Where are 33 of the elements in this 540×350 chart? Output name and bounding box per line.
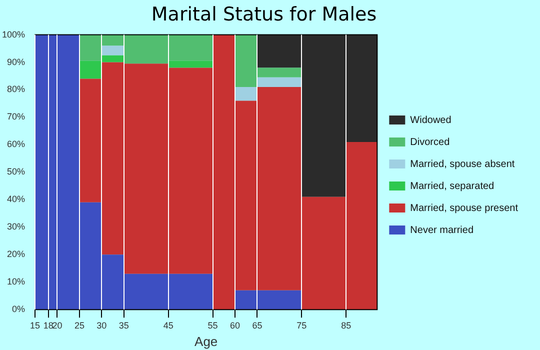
x-tick-label: 15	[30, 320, 40, 330]
legend-label: Married, spouse present	[410, 202, 518, 214]
legend-label: Divorced	[410, 136, 450, 148]
x-tick-label: 45	[163, 320, 174, 330]
y-tick-label: 40%	[7, 194, 26, 204]
y-tick-label: 80%	[7, 84, 26, 94]
x-tick-label: 18	[43, 320, 54, 330]
legend-label: Widowed	[410, 114, 452, 126]
y-tick-label: 10%	[7, 276, 26, 287]
legend-label: Married, separated	[410, 180, 494, 192]
chart-title: Marital Status for Males	[151, 3, 377, 26]
x-tick-label: 65	[252, 320, 262, 330]
legend-label: Married, spouse absent	[410, 158, 515, 170]
y-tick-label: 0%	[12, 304, 26, 314]
x-tick-label: 25	[74, 320, 84, 330]
y-tick-label: 60%	[7, 139, 26, 150]
y-tick-label: 90%	[7, 56, 26, 67]
x-tick-label: 20	[52, 320, 62, 330]
x-tick-label: 55	[208, 320, 218, 330]
x-axis-title: Age	[194, 334, 218, 349]
y-tick-label: 20%	[7, 249, 26, 260]
bar	[102, 46, 124, 56]
x-tick-label: 30	[96, 320, 107, 330]
x-tick-label: 35	[118, 320, 129, 330]
bar	[234, 87, 258, 101]
x-tick-label: 85	[341, 320, 352, 330]
y-tick-label: 30%	[7, 222, 26, 232]
legend-label: Never married	[410, 224, 474, 236]
x-tick-label: 60	[230, 320, 240, 330]
y-tick-label: 70%	[7, 112, 26, 122]
x-tick-label: 75	[296, 320, 307, 330]
y-tick-label: 100%	[2, 29, 26, 40]
y-tick-label: 50%	[7, 166, 26, 177]
